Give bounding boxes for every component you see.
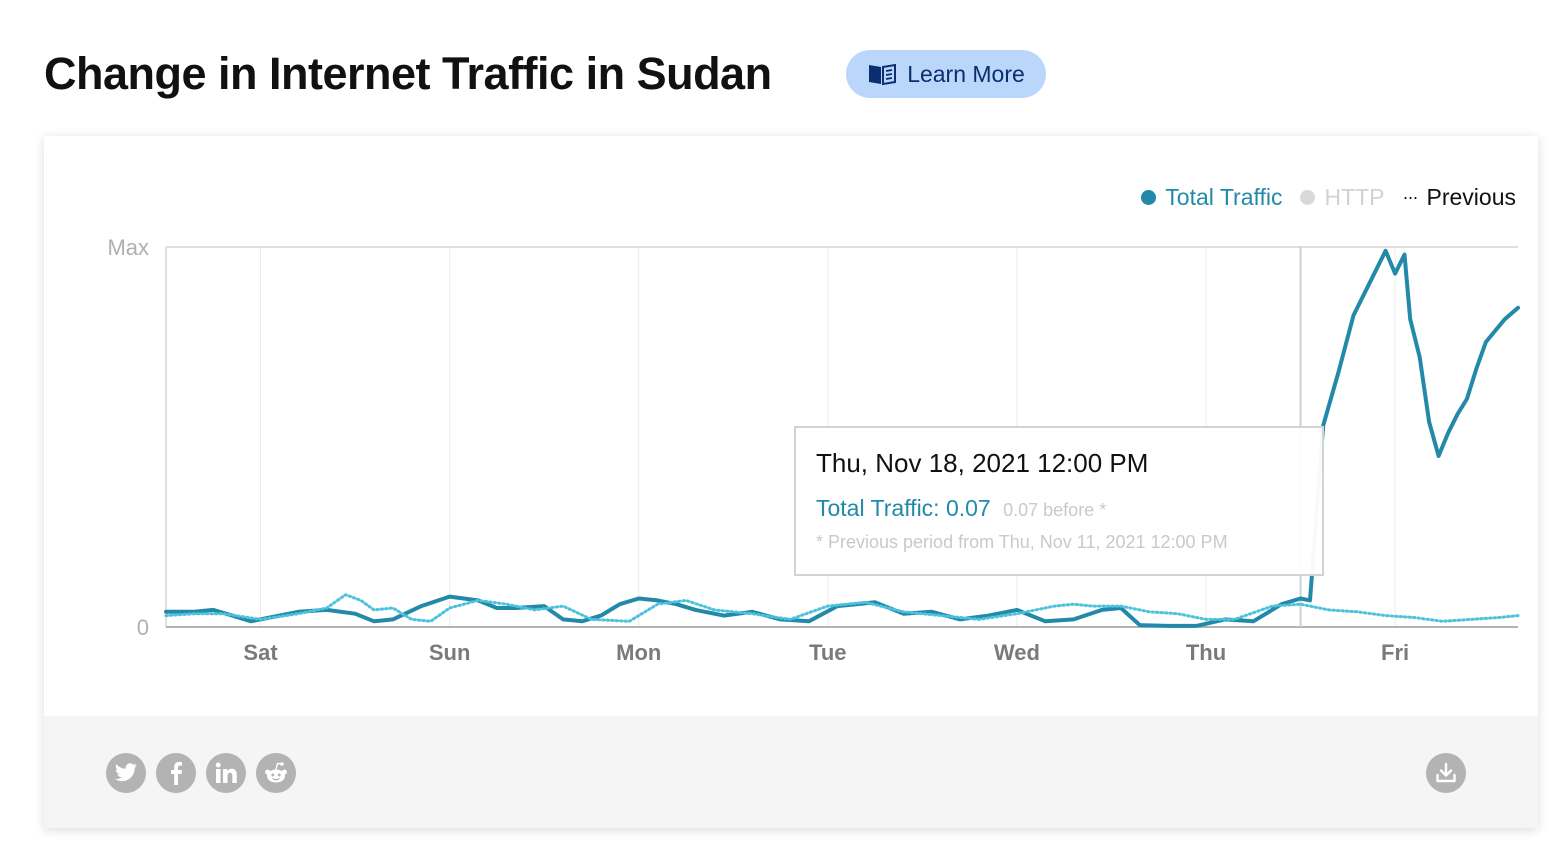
twitter-share-button[interactable] — [106, 753, 146, 793]
x-tick-label: Thu — [1186, 640, 1226, 665]
tooltip-note: * Previous period from Thu, Nov 11, 2021… — [816, 532, 1228, 552]
chart-legend: Total Traffic HTTP ··· Previous — [1123, 184, 1516, 211]
x-tick-label: Fri — [1381, 640, 1409, 665]
facebook-share-button[interactable] — [156, 753, 196, 793]
reddit-share-button[interactable] — [256, 753, 296, 793]
chart-tooltip: Thu, Nov 18, 2021 12:00 PM Total Traffic… — [794, 426, 1324, 576]
book-icon — [869, 63, 897, 86]
facebook-icon — [171, 761, 182, 785]
share-buttons — [106, 753, 306, 793]
twitter-icon — [115, 763, 137, 782]
chart-card: Max 0 Sat Sun Mon Tue Wed Thu Fri Total Traffic … — [44, 136, 1538, 828]
legend-label-previous: Previous — [1426, 184, 1516, 210]
linkedin-share-button[interactable] — [206, 753, 246, 793]
x-tick-label: Mon — [616, 640, 661, 665]
learn-more-button[interactable]: Learn More — [846, 50, 1046, 98]
legend-item-http[interactable]: HTTP — [1300, 184, 1385, 211]
tooltip-before-value: 0.07 before * — [1003, 500, 1107, 520]
tooltip-series-value: Total Traffic: 0.07 — [816, 495, 991, 521]
y-tick-label-zero: 0 — [137, 615, 149, 640]
x-tick-label: Sat — [243, 640, 278, 665]
total-traffic-dot-icon — [1141, 190, 1157, 205]
x-tick-label: Sun — [429, 640, 471, 665]
legend-label-total-traffic: Total Traffic — [1165, 184, 1283, 210]
traffic-chart: Max 0 Sat Sun Mon Tue Wed Thu Fri — [107, 235, 1520, 665]
legend-item-previous[interactable]: ··· Previous — [1403, 184, 1516, 211]
page-title: Change in Internet Traffic in Sudan — [44, 48, 772, 99]
x-tick-label: Wed — [994, 640, 1040, 665]
http-dot-icon — [1300, 190, 1316, 205]
download-icon — [1436, 762, 1456, 783]
reddit-icon — [265, 762, 287, 783]
dotted-line-icon: ··· — [1402, 187, 1419, 207]
legend-item-total-traffic[interactable]: Total Traffic — [1141, 184, 1282, 211]
download-button[interactable] — [1426, 753, 1466, 793]
learn-more-label: Learn More — [907, 60, 1025, 87]
legend-label-http: HTTP — [1324, 184, 1385, 210]
tooltip-row: Total Traffic: 0.07 0.07 before * — [816, 495, 1302, 522]
y-tick-label-max: Max — [107, 235, 149, 260]
linkedin-icon — [215, 762, 237, 783]
tooltip-title: Thu, Nov 18, 2021 12:00 PM — [816, 448, 1149, 478]
x-tick-label: Tue — [809, 640, 846, 665]
series-line-previous — [164, 593, 1520, 623]
card-footer — [44, 716, 1538, 828]
